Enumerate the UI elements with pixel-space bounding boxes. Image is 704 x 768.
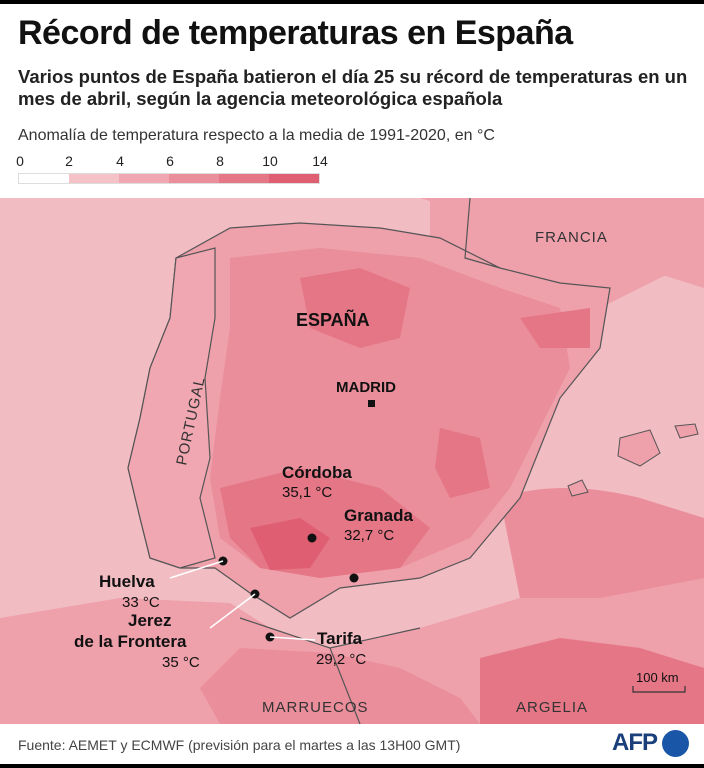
legend-tick-2: 2 <box>65 153 73 169</box>
anomaly-zone-ebro <box>520 308 590 348</box>
label-jerez-2: de la Frontera <box>74 632 187 651</box>
morocco-anomaly <box>200 648 480 724</box>
value-huelva: 33 °C <box>122 594 160 611</box>
legend-swatch <box>19 174 69 183</box>
value-jerez: 35 °C <box>162 654 200 671</box>
label-jerez-1: Jerez <box>128 611 171 630</box>
jerez-leader <box>209 593 256 629</box>
anomaly-zone-east <box>435 428 490 498</box>
page-subtitle: Varios puntos de España batieron el día … <box>18 66 688 109</box>
huelva-leader <box>169 560 224 579</box>
legend-title: Anomalía de temperatura respecto a la me… <box>18 127 495 144</box>
label-france: FRANCIA <box>535 229 608 246</box>
legend-color-bar <box>18 173 320 184</box>
value-tarifa: 29,2 °C <box>316 651 366 668</box>
bottom-rule <box>0 764 704 768</box>
label-cordoba: Córdoba <box>282 463 352 482</box>
scale-bar <box>632 686 686 693</box>
value-cordoba: 35,1 °C <box>282 484 332 501</box>
legend-swatch <box>269 174 319 183</box>
value-granada: 32,7 °C <box>344 527 394 544</box>
granada-marker <box>349 573 359 583</box>
portugal-land <box>127 247 216 569</box>
afp-logo-text: AFP <box>612 729 658 756</box>
madrid-marker <box>368 400 375 407</box>
label-granada: Granada <box>344 506 414 525</box>
top-rule <box>0 0 704 4</box>
morocco-coast <box>239 617 421 649</box>
legend-tick-6: 6 <box>166 153 174 169</box>
legend-tick-14: 14 <box>312 153 328 169</box>
tarifa-leader <box>269 636 316 641</box>
scale-label: 100 km <box>636 670 679 685</box>
france-spain-border <box>464 198 501 269</box>
morocco-algeria-border <box>329 647 361 724</box>
label-algeria: ARGELIA <box>516 699 588 716</box>
anomaly-zone-guadalquivir <box>250 518 330 570</box>
label-morocco: MARRUECOS <box>262 699 369 716</box>
afp-logo-dot <box>662 730 689 757</box>
legend-swatch <box>169 174 219 183</box>
label-madrid: MADRID <box>336 379 396 396</box>
legend-swatch <box>119 174 169 183</box>
legend-tick-8: 8 <box>216 153 224 169</box>
label-huelva: Huelva <box>99 572 155 591</box>
anomaly-zone-north <box>300 268 410 348</box>
map: FRANCIA ESPAÑA PORTUGAL MARRUECOS ARGELI… <box>0 198 704 724</box>
legend-swatch <box>69 174 119 183</box>
legend-swatch <box>219 174 269 183</box>
ibiza-island <box>567 479 589 497</box>
legend-tick-4: 4 <box>116 153 124 169</box>
france-land <box>430 198 704 318</box>
page-title: Récord de temperaturas en España <box>18 14 573 52</box>
label-spain: ESPAÑA <box>296 309 370 330</box>
menorca-island <box>674 423 699 439</box>
cordoba-marker <box>307 533 317 543</box>
legend-tick-0: 0 <box>16 153 24 169</box>
label-tarifa: Tarifa <box>317 629 363 648</box>
legend-tick-10: 10 <box>262 153 278 169</box>
source-note: Fuente: AEMET y ECMWF (previsión para el… <box>18 737 461 753</box>
mallorca-island <box>617 429 661 467</box>
algeria-anomaly <box>480 638 704 724</box>
